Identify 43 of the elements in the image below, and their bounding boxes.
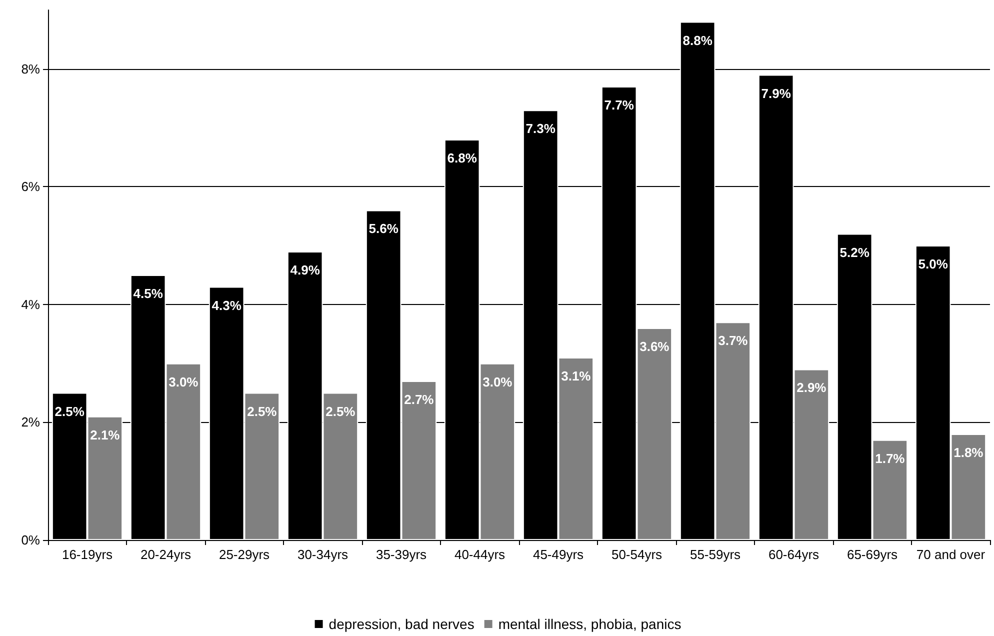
x-tick-label: 65-69yrs xyxy=(846,547,898,562)
data-label: 7.9% xyxy=(761,86,792,101)
data-label: 2.5% xyxy=(247,404,278,419)
legend-label: mental illness, phobia, panics xyxy=(498,616,682,632)
x-tick-label: 35-39yrs xyxy=(376,547,428,562)
data-label: 7.7% xyxy=(604,98,634,113)
data-label: 6.8% xyxy=(447,150,478,166)
x-tick-label: 30-34yrs xyxy=(297,547,349,562)
data-label: 3.1% xyxy=(561,368,592,384)
x-tick-label: 60-64yrs xyxy=(768,547,820,562)
x-tick-label: 45-49yrs xyxy=(532,547,584,562)
x-tick-label: 50-54yrs xyxy=(611,547,663,562)
x-tick-label: 40-44yrs xyxy=(454,547,506,562)
data-label: 5.6% xyxy=(368,221,399,236)
data-label: 5.0% xyxy=(918,256,948,272)
x-tick-label: 55-59yrs xyxy=(690,547,742,562)
data-label: 1.8% xyxy=(954,445,984,460)
y-tick-label: 0% xyxy=(21,532,40,548)
x-tick-label: 25-29yrs xyxy=(218,547,270,562)
data-label: 2.9% xyxy=(796,380,827,396)
data-label: 3.0% xyxy=(168,374,199,390)
data-label: 2.5% xyxy=(54,404,85,419)
data-label: 2.7% xyxy=(404,392,434,407)
data-label: 5.2% xyxy=(840,244,870,260)
data-label: 2.5% xyxy=(326,404,356,419)
x-tick-label: 70 and over xyxy=(916,547,986,562)
x-tick-label: 16-19yrs xyxy=(62,547,114,562)
data-label: 3.7% xyxy=(718,333,748,348)
legend-label: depression, bad nerves xyxy=(328,616,474,632)
data-label: 4.9% xyxy=(290,262,320,278)
data-label: 8.8% xyxy=(682,32,713,48)
data-label: 3.0% xyxy=(482,374,513,390)
data-label: 1.7% xyxy=(875,450,906,466)
x-tick-label: 20-24yrs xyxy=(140,547,192,562)
data-label: 4.5% xyxy=(133,286,164,301)
y-tick-label: 4% xyxy=(21,296,40,312)
y-tick-label: 2% xyxy=(21,414,40,430)
y-tick-label: 8% xyxy=(21,61,40,76)
data-label: 7.3% xyxy=(526,121,556,136)
data-label: 2.1% xyxy=(90,427,120,442)
data-label: 4.3% xyxy=(212,298,242,313)
data-label: 3.6% xyxy=(640,339,670,354)
y-tick-label: 6% xyxy=(21,179,40,194)
